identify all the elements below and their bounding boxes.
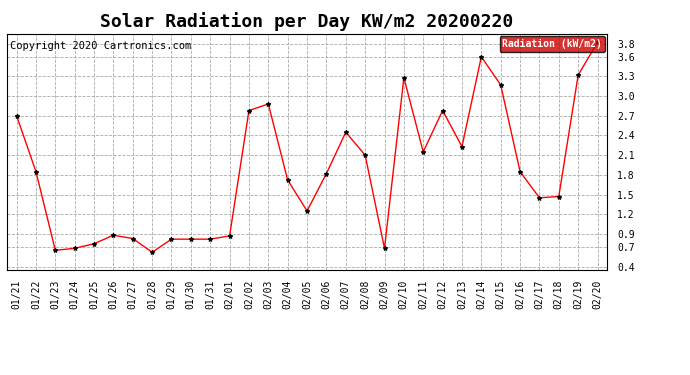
Point [573, 72, 584, 78]
Point [457, 144, 468, 150]
Point [50, 248, 61, 254]
Point [11, 113, 22, 119]
Point [263, 101, 274, 107]
Point [88, 241, 99, 247]
Title: Solar Radiation per Day KW/m2 20200220: Solar Radiation per Day KW/m2 20200220 [101, 12, 513, 31]
Point [321, 171, 332, 177]
Point [30, 169, 41, 175]
Point [553, 194, 564, 200]
Point [302, 208, 313, 214]
Point [224, 233, 235, 239]
Point [244, 108, 255, 114]
Point [205, 236, 216, 242]
Point [379, 245, 390, 251]
Point [69, 245, 80, 251]
Text: Copyright 2020 Cartronics.com: Copyright 2020 Cartronics.com [10, 41, 191, 51]
Point [146, 249, 157, 255]
Point [534, 195, 545, 201]
Point [359, 152, 371, 158]
Point [340, 129, 351, 135]
Point [417, 149, 428, 155]
Point [592, 39, 603, 45]
Point [515, 169, 526, 175]
Point [127, 236, 138, 242]
Point [437, 108, 448, 114]
Point [282, 177, 293, 183]
Point [186, 236, 197, 242]
Point [108, 232, 119, 238]
Legend: Radiation (kW/m2): Radiation (kW/m2) [500, 36, 605, 51]
Point [495, 82, 506, 88]
Point [476, 54, 487, 60]
Point [398, 75, 409, 81]
Point [166, 236, 177, 242]
